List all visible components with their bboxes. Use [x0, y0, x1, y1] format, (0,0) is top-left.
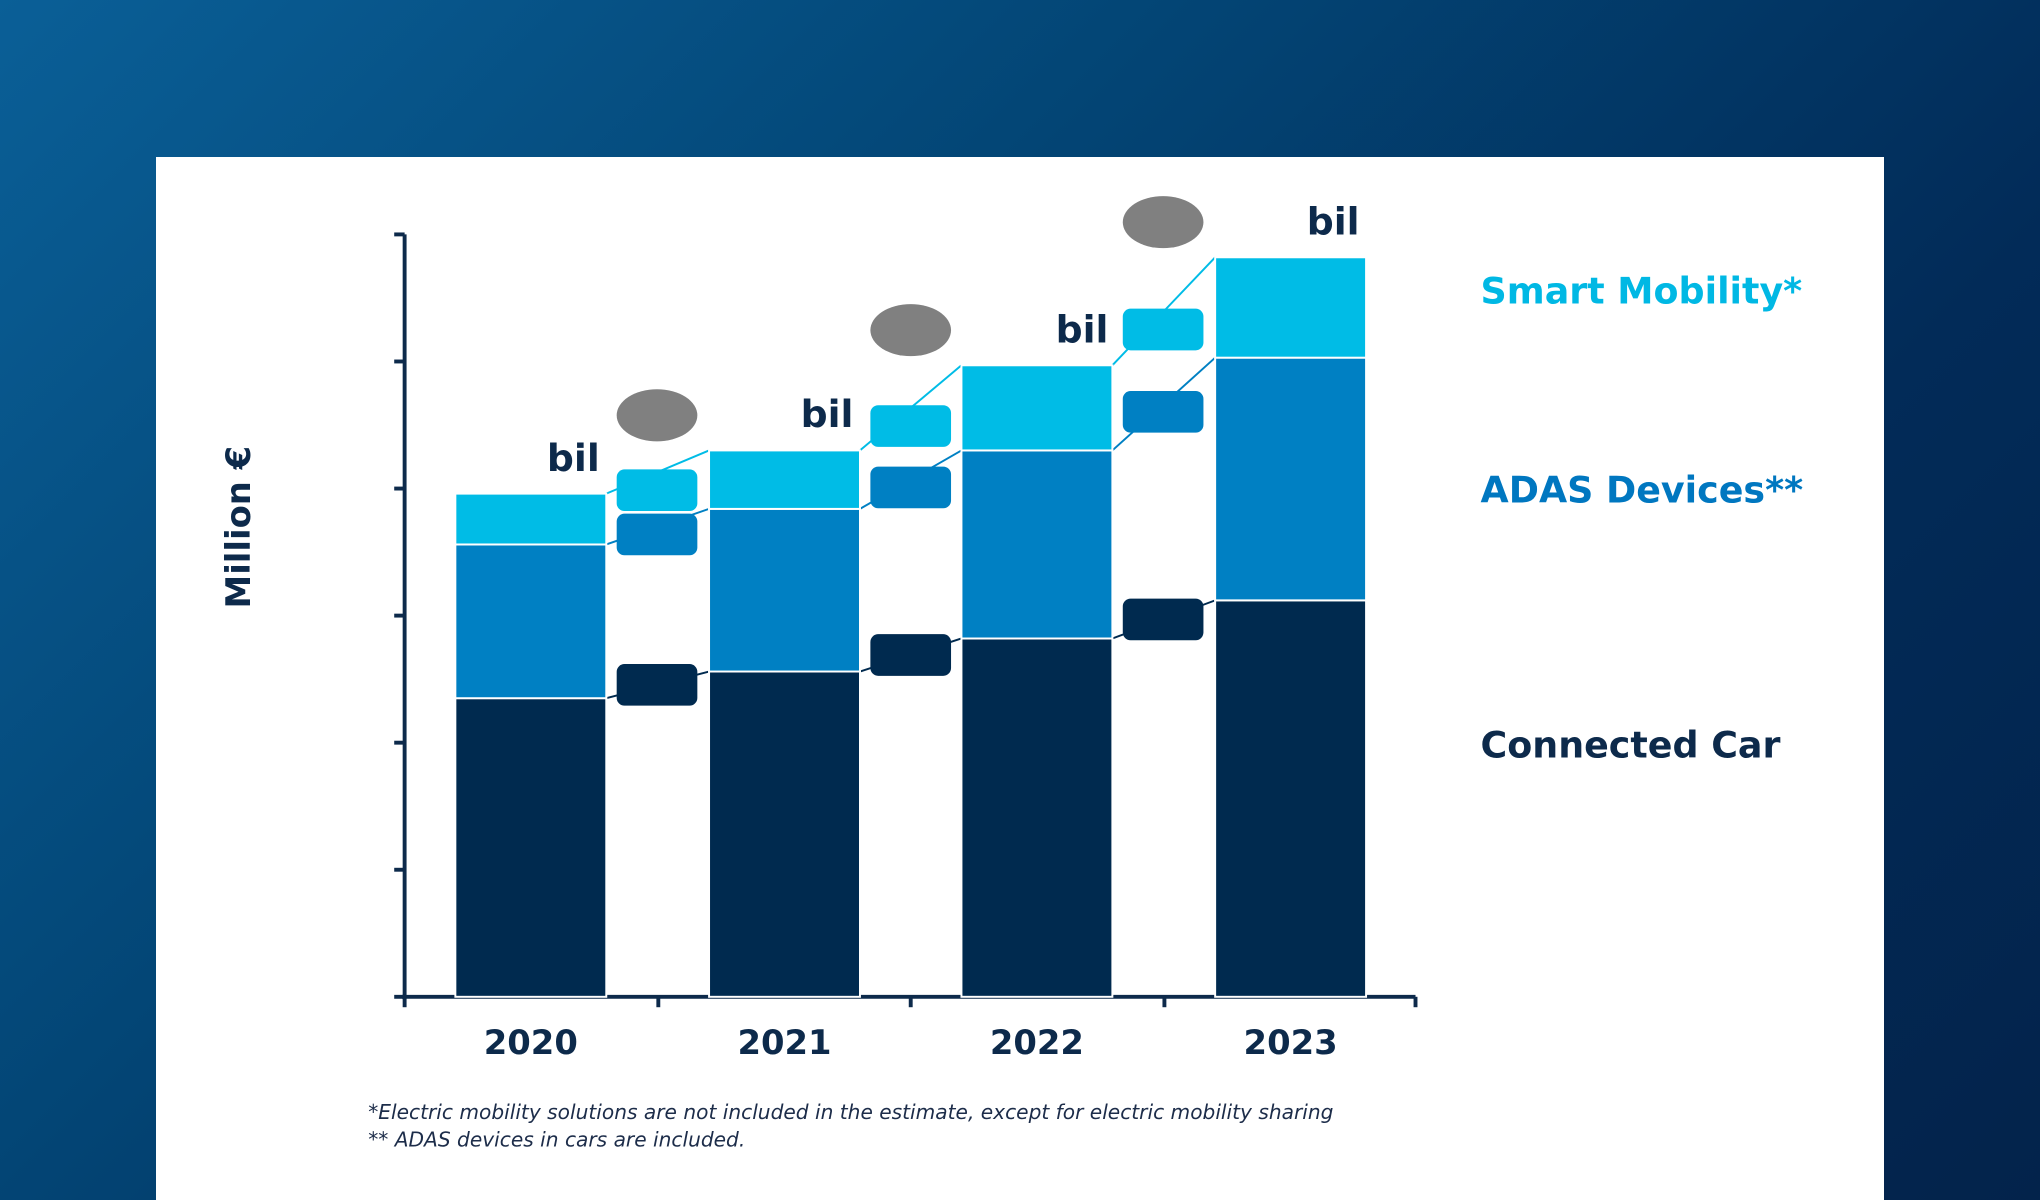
- total-label-2021: bil: [801, 392, 854, 436]
- bar-2020-smart-mobility-: [454, 492, 608, 546]
- bar-2022-smart-mobility-: [960, 364, 1114, 452]
- growth-value-box: [1122, 391, 1204, 433]
- growth-value-box: [616, 469, 698, 512]
- value-boxes: bil bil bil bil: [547, 196, 1360, 706]
- bar-2023-adas-devices-: [1214, 356, 1368, 602]
- bar-2021-smart-mobility-: [708, 449, 861, 510]
- legend-item-smart-mobility-: Smart Mobility*: [1481, 269, 1803, 312]
- bars: [454, 256, 1368, 998]
- bar-2022-adas-devices-: [960, 449, 1114, 640]
- bar-2023-smart-mobility-: [1214, 256, 1368, 359]
- x-tick-label-2020: 2020: [484, 1023, 578, 1062]
- growth-value-box: [1122, 598, 1204, 641]
- growth-percent-marker: [616, 389, 698, 442]
- legend-item-connected-car: Connected Car: [1481, 723, 1781, 766]
- growth-percent-marker: [870, 304, 952, 357]
- growth-value-box: [616, 664, 698, 706]
- total-label-2022: bil: [1056, 307, 1109, 351]
- bar-2021-connected-car: [708, 670, 861, 998]
- growth-value-box: [1122, 308, 1204, 351]
- x-tick-labels: 2020 2021 2022 2023: [484, 1023, 1338, 1062]
- x-tick-label-2022: 2022: [990, 1023, 1084, 1062]
- growth-value-box: [870, 634, 952, 676]
- total-label-2023: bil: [1307, 199, 1360, 243]
- bar-2020-connected-car: [454, 697, 608, 998]
- growth-value-box: [616, 513, 698, 556]
- growth-percent-marker: [1122, 196, 1204, 249]
- growth-value-box: [870, 405, 952, 447]
- y-axis-label: Million €: [219, 446, 258, 609]
- bar-2023-connected-car: [1214, 599, 1368, 998]
- bar-2022-connected-car: [960, 637, 1114, 998]
- legend-item-adas-devices-: ADAS Devices**: [1481, 468, 1804, 511]
- bar-2021-adas-devices-: [708, 507, 861, 673]
- legend: Connected Car ADAS Devices** Smart Mobilit…: [1481, 269, 1804, 766]
- footnote-2: ** ADAS devices in cars are included.: [368, 1127, 745, 1151]
- growth-value-box: [870, 466, 952, 509]
- footnote-1: *Electric mobility solutions are not inc…: [368, 1100, 1333, 1124]
- total-label-2020: bil: [547, 436, 600, 480]
- x-tick-label-2023: 2023: [1244, 1023, 1338, 1062]
- bar-2020-adas-devices-: [454, 543, 608, 700]
- x-tick-label-2021: 2021: [737, 1023, 831, 1062]
